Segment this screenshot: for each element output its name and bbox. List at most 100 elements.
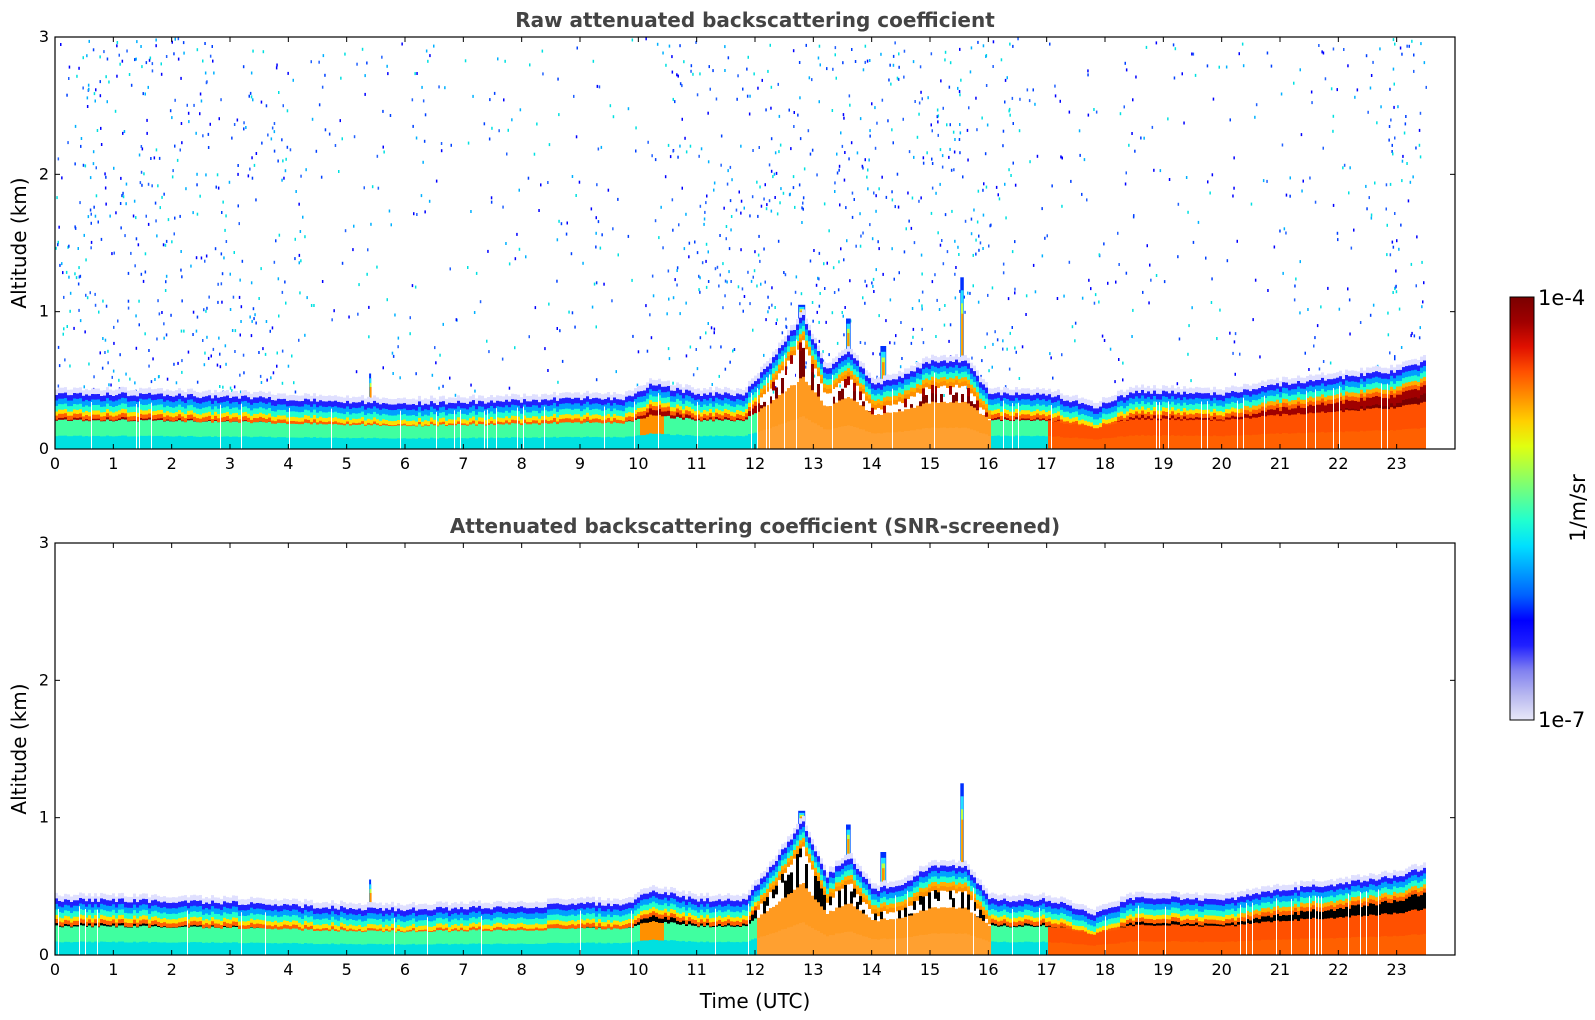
noise-point (864, 279, 866, 283)
data-gap (658, 393, 659, 449)
noise-point (1132, 308, 1134, 312)
backscatter-cell (118, 414, 121, 419)
backscatter-cell (652, 390, 655, 397)
backscatter-cell (58, 419, 61, 437)
backscatter-cell (1075, 416, 1078, 422)
noise-point (162, 243, 165, 247)
backscatter-cell (88, 406, 91, 413)
backscatter-cell (670, 418, 673, 436)
noise-point (1012, 122, 1014, 125)
noise-point (977, 300, 980, 304)
noise-point (176, 158, 179, 162)
noise-point (165, 333, 168, 337)
noise-point (937, 120, 939, 124)
noise-point (270, 376, 272, 380)
noise-point (862, 231, 864, 235)
backscatter-cell (1021, 393, 1024, 400)
noise-point (1394, 355, 1396, 359)
backscatter-cell (142, 420, 145, 437)
backscatter-cell (283, 419, 286, 425)
backscatter-cell (442, 424, 445, 439)
noise-point (1385, 183, 1388, 187)
backscatter-cell (202, 436, 205, 449)
noise-point (116, 44, 118, 48)
noise-point (1125, 68, 1128, 72)
noise-point (818, 304, 821, 308)
backscatter-cell (367, 407, 370, 414)
backscatter-cell (658, 433, 661, 449)
noise-point (665, 63, 667, 67)
backscatter-cell (376, 408, 379, 415)
noise-point (175, 381, 178, 385)
noise-point (1046, 234, 1048, 238)
noise-point (249, 315, 251, 319)
backscatter-cell (295, 411, 298, 418)
noise-point (1004, 100, 1006, 104)
backscatter-cell (268, 408, 271, 414)
backscatter-cell (721, 405, 724, 412)
noise-point (1061, 156, 1063, 160)
backscatter-cell (1066, 417, 1069, 422)
backscatter-cell (232, 421, 235, 438)
backscatter-cell (64, 419, 67, 437)
noise-point (695, 40, 697, 44)
noise-point (724, 45, 726, 49)
backscatter-cell (724, 386, 727, 393)
noise-point (222, 385, 224, 389)
noise-point (140, 145, 143, 148)
backscatter-cell (208, 389, 211, 396)
backscatter-cell (697, 404, 700, 411)
backscatter-cell (802, 331, 805, 336)
backscatter-cell (1048, 394, 1051, 401)
noise-point (672, 296, 675, 300)
backscatter-cell (64, 387, 67, 394)
noise-point (57, 243, 59, 247)
backscatter-cell (643, 396, 646, 402)
backscatter-cell (883, 386, 886, 393)
backscatter-cell (706, 394, 709, 401)
noise-point (819, 292, 821, 295)
backscatter-cell (241, 401, 244, 408)
backscatter-cell (1138, 435, 1141, 449)
backscatter-cell (799, 317, 802, 324)
backscatter-cell (235, 407, 238, 414)
noise-point (75, 276, 78, 280)
backscatter-cell (751, 408, 754, 418)
backscatter-cell (886, 400, 889, 406)
backscatter-cell (565, 392, 568, 399)
backscatter-cell (73, 409, 76, 415)
noise-point (674, 100, 676, 104)
backscatter-cell (739, 410, 742, 416)
backscatter-cell (196, 422, 199, 438)
backscatter-cell (712, 390, 715, 397)
noise-point (1014, 287, 1016, 291)
noise-point (69, 291, 72, 295)
noise-point (759, 259, 761, 263)
backscatter-cell (970, 379, 973, 386)
backscatter-cell (409, 415, 412, 422)
backscatter-cell (811, 359, 814, 365)
backscatter-cell (613, 418, 616, 423)
backscatter-cell (376, 402, 379, 409)
backscatter-cell (271, 420, 274, 426)
noise-point (840, 131, 842, 135)
backscatter-cell (97, 410, 100, 415)
backscatter-cell (1057, 420, 1060, 437)
noise-point (1093, 301, 1096, 305)
noise-point (135, 237, 138, 241)
backscatter-cell (853, 382, 856, 392)
noise-point (859, 117, 862, 121)
backscatter-cell (67, 395, 70, 402)
backscatter-cell (616, 419, 619, 425)
backscatter-cell (889, 380, 892, 387)
backscatter-cell (1018, 436, 1021, 449)
noise-point (422, 99, 425, 103)
backscatter-cell (1084, 420, 1087, 426)
noise-point (1101, 334, 1104, 338)
backscatter-cell (259, 401, 262, 408)
backscatter-cell (346, 421, 349, 427)
backscatter-cell (100, 416, 103, 422)
backscatter-cell (1000, 421, 1003, 437)
noise-point (141, 65, 143, 69)
backscatter-cell (226, 421, 229, 437)
